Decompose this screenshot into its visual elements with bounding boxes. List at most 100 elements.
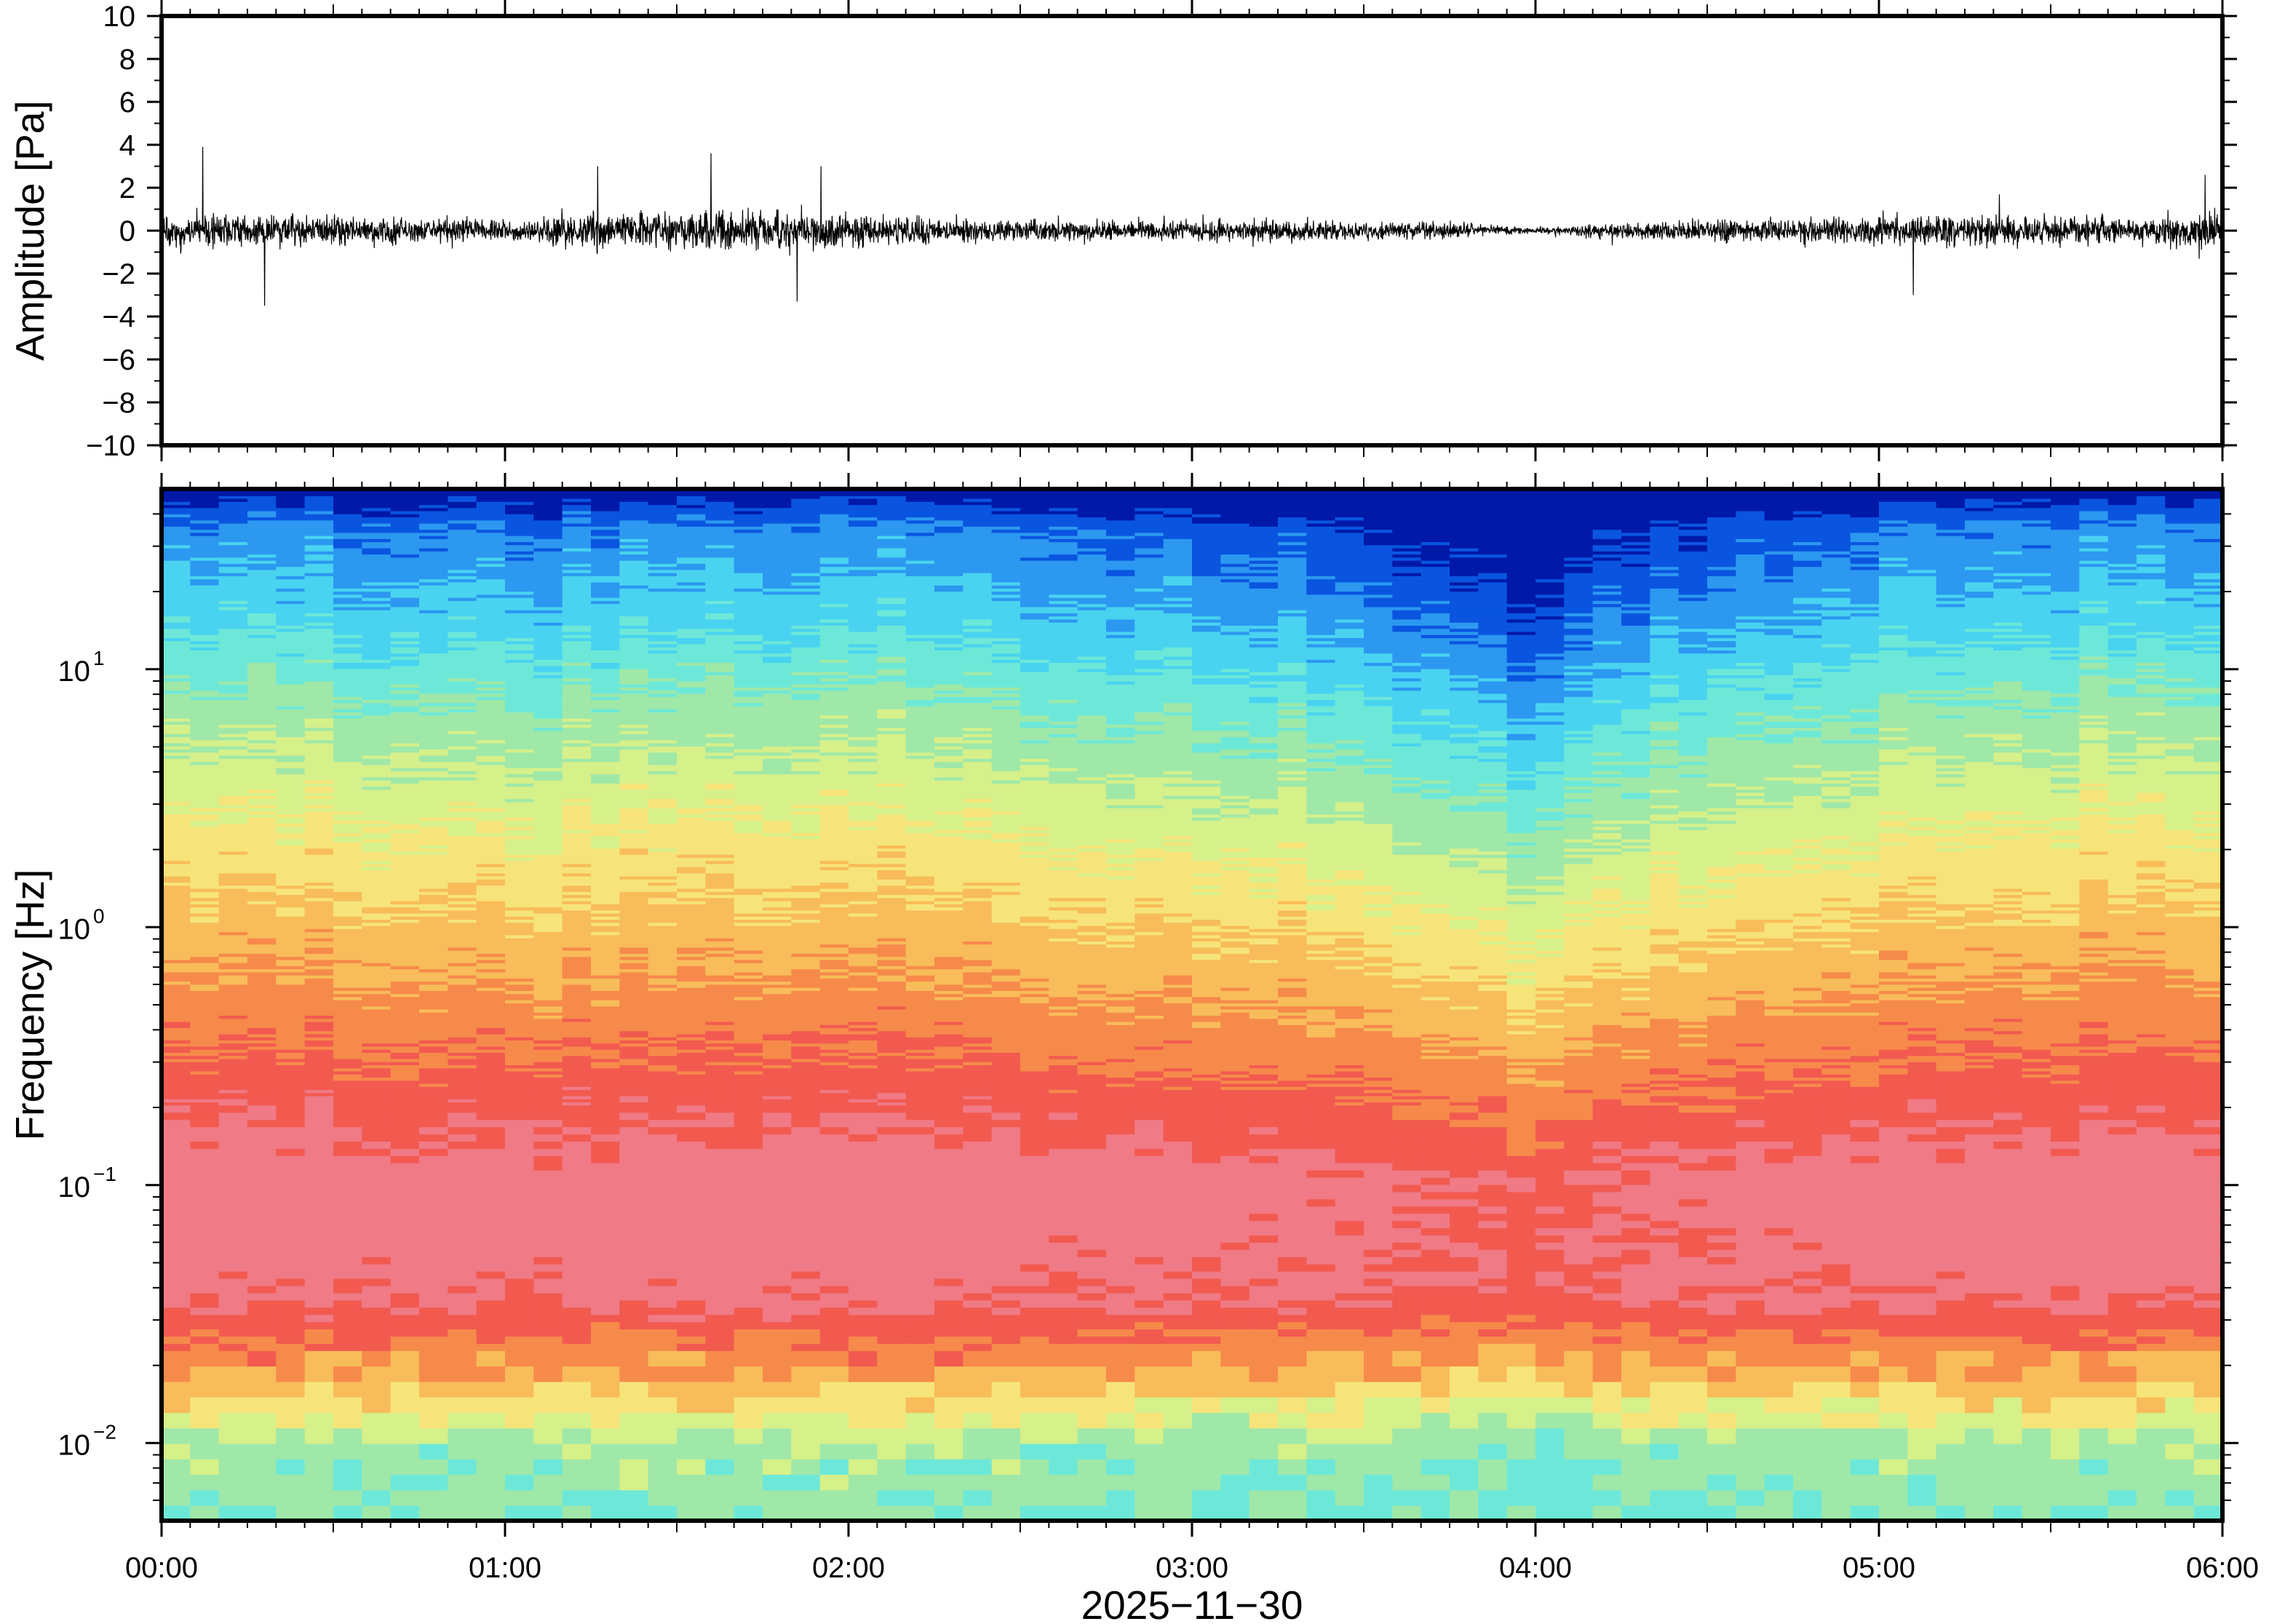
spectrogram-cell	[190, 1286, 219, 1294]
spectrogram-cell	[190, 1329, 219, 1337]
spectrogram-cell	[391, 1444, 420, 1460]
spectrogram-cell	[619, 1300, 648, 1308]
spectrogram-cell	[190, 1307, 219, 1315]
spectrogram-cell	[162, 1271, 191, 1279]
spectrogram-cell	[648, 1397, 677, 1413]
spectrogram-cell	[333, 1474, 362, 1490]
spectrogram-cell	[391, 1321, 420, 1329]
spectrogram-cell	[305, 1329, 334, 1337]
spectrogram-cell	[648, 1155, 677, 1163]
spectrogram-cell	[247, 1249, 277, 1257]
spectrogram-cell	[677, 1397, 706, 1413]
spectrogram-cell	[563, 1397, 592, 1413]
spectrogram-cell	[362, 1177, 391, 1185]
spectrogram-cell	[477, 1177, 506, 1185]
spectrogram-cell	[533, 1444, 563, 1460]
spectrogram-cell	[734, 1192, 763, 1200]
spectrogram-cell	[705, 1489, 734, 1505]
spectrogram-cell	[190, 1249, 219, 1257]
spectrogram-cell	[563, 1126, 592, 1134]
spectrogram-cell	[563, 1155, 592, 1163]
spectrogram-cell	[533, 1264, 563, 1272]
spectrogram-cell	[219, 1336, 248, 1344]
spectrogram-cell	[677, 1257, 706, 1265]
spectrogram-cell	[619, 1257, 648, 1265]
spectrogram-cell	[648, 1242, 677, 1250]
spectrogram-cell	[362, 1412, 391, 1428]
spectrogram-cell	[219, 1235, 248, 1243]
spectrogram-cell	[333, 1307, 362, 1315]
spectrogram-cell	[362, 1199, 391, 1207]
spectrogram-cell	[533, 1329, 563, 1337]
spectrogram-cell	[362, 1271, 391, 1279]
spectrogram-cell	[162, 1141, 191, 1149]
spectrogram-cell	[362, 1307, 391, 1315]
spectrogram-cell	[505, 1366, 534, 1382]
spectrogram-cell	[419, 1350, 448, 1366]
spectrogram-cell	[419, 1321, 448, 1329]
spectrogram-cell	[247, 1177, 277, 1185]
spectrogram-cell	[505, 1177, 534, 1185]
spectrogram-cell	[362, 1119, 391, 1127]
spectrogram-cell	[477, 1199, 506, 1207]
spectrogram-cell	[333, 1134, 362, 1142]
spectrogram-cell	[677, 1155, 706, 1163]
spectrogram-cell	[305, 1206, 334, 1214]
spectrogram-cell	[247, 1119, 277, 1127]
spectrogram-cell	[591, 1321, 620, 1329]
spectrogram-cell	[162, 1343, 191, 1351]
spectrogram-cell	[162, 1192, 191, 1200]
spectrogram-cell	[505, 1112, 534, 1120]
spectrogram-cell	[190, 1412, 219, 1428]
spectrogram-cell	[219, 1220, 248, 1228]
spectrogram-cell	[333, 1366, 362, 1382]
spectrogram-cell	[162, 1170, 191, 1178]
spectrogram-cell	[591, 1307, 620, 1315]
spectrogram-cells	[162, 489, 2223, 1521]
spectrogram-cell	[247, 1350, 277, 1366]
spectrogram-cell	[619, 1489, 648, 1505]
spectrogram-cell	[333, 1343, 362, 1351]
spectrogram-cell	[247, 1105, 277, 1113]
spectrogram-cell	[448, 1141, 477, 1149]
spectrogram-cell	[648, 1213, 677, 1221]
spectrogram-cell	[619, 1264, 648, 1272]
spectrogram-cell	[305, 1474, 334, 1490]
spectrogram-cell	[162, 1293, 191, 1301]
spectrogram-cell	[734, 1397, 763, 1413]
spectrogram-cell	[619, 1170, 648, 1178]
spectrogram-cell	[734, 1321, 763, 1329]
spectrogram-cell	[448, 1134, 477, 1142]
spectrogram-cell	[705, 1412, 734, 1428]
spectrogram-cell	[448, 1242, 477, 1250]
spectrogram-cell	[333, 1141, 362, 1149]
spectrogram-cell	[190, 1177, 219, 1185]
spectrogram-cell	[276, 1382, 305, 1398]
spectrogram-cell	[448, 1350, 477, 1366]
spectrogram-cell	[419, 1199, 448, 1207]
spectrogram-cell	[247, 1126, 277, 1134]
spectrogram-cell	[563, 1336, 592, 1344]
spectrogram-cell	[276, 1185, 305, 1193]
spectrogram-cell	[362, 1397, 391, 1413]
spectrogram-cell	[677, 1220, 706, 1228]
spectrogram-cell	[533, 1474, 563, 1490]
spectrogram-cell	[734, 1163, 763, 1171]
spectrogram-cell	[219, 1307, 248, 1315]
spectrogram-cell	[162, 1105, 191, 1113]
spectrogram-cell	[448, 1126, 477, 1134]
spectrogram-cell	[247, 1459, 277, 1475]
spectrogram-cell	[734, 1134, 763, 1142]
spectrogram-cell	[391, 1286, 420, 1294]
spectrogram-cell	[419, 1459, 448, 1475]
spectrogram-cell	[162, 1350, 191, 1366]
spectrogram-cell	[419, 1163, 448, 1171]
spectrogram-cell	[477, 1343, 506, 1351]
spectrogram-cell	[705, 1155, 734, 1163]
spectrogram-cell	[505, 1206, 534, 1214]
spectrogram-cell	[333, 1397, 362, 1413]
spectrogram-cell	[333, 1489, 362, 1505]
spectrogram-cell	[591, 1206, 620, 1214]
spectrogram-cell	[533, 1382, 563, 1398]
spectrogram-cell	[734, 1249, 763, 1257]
